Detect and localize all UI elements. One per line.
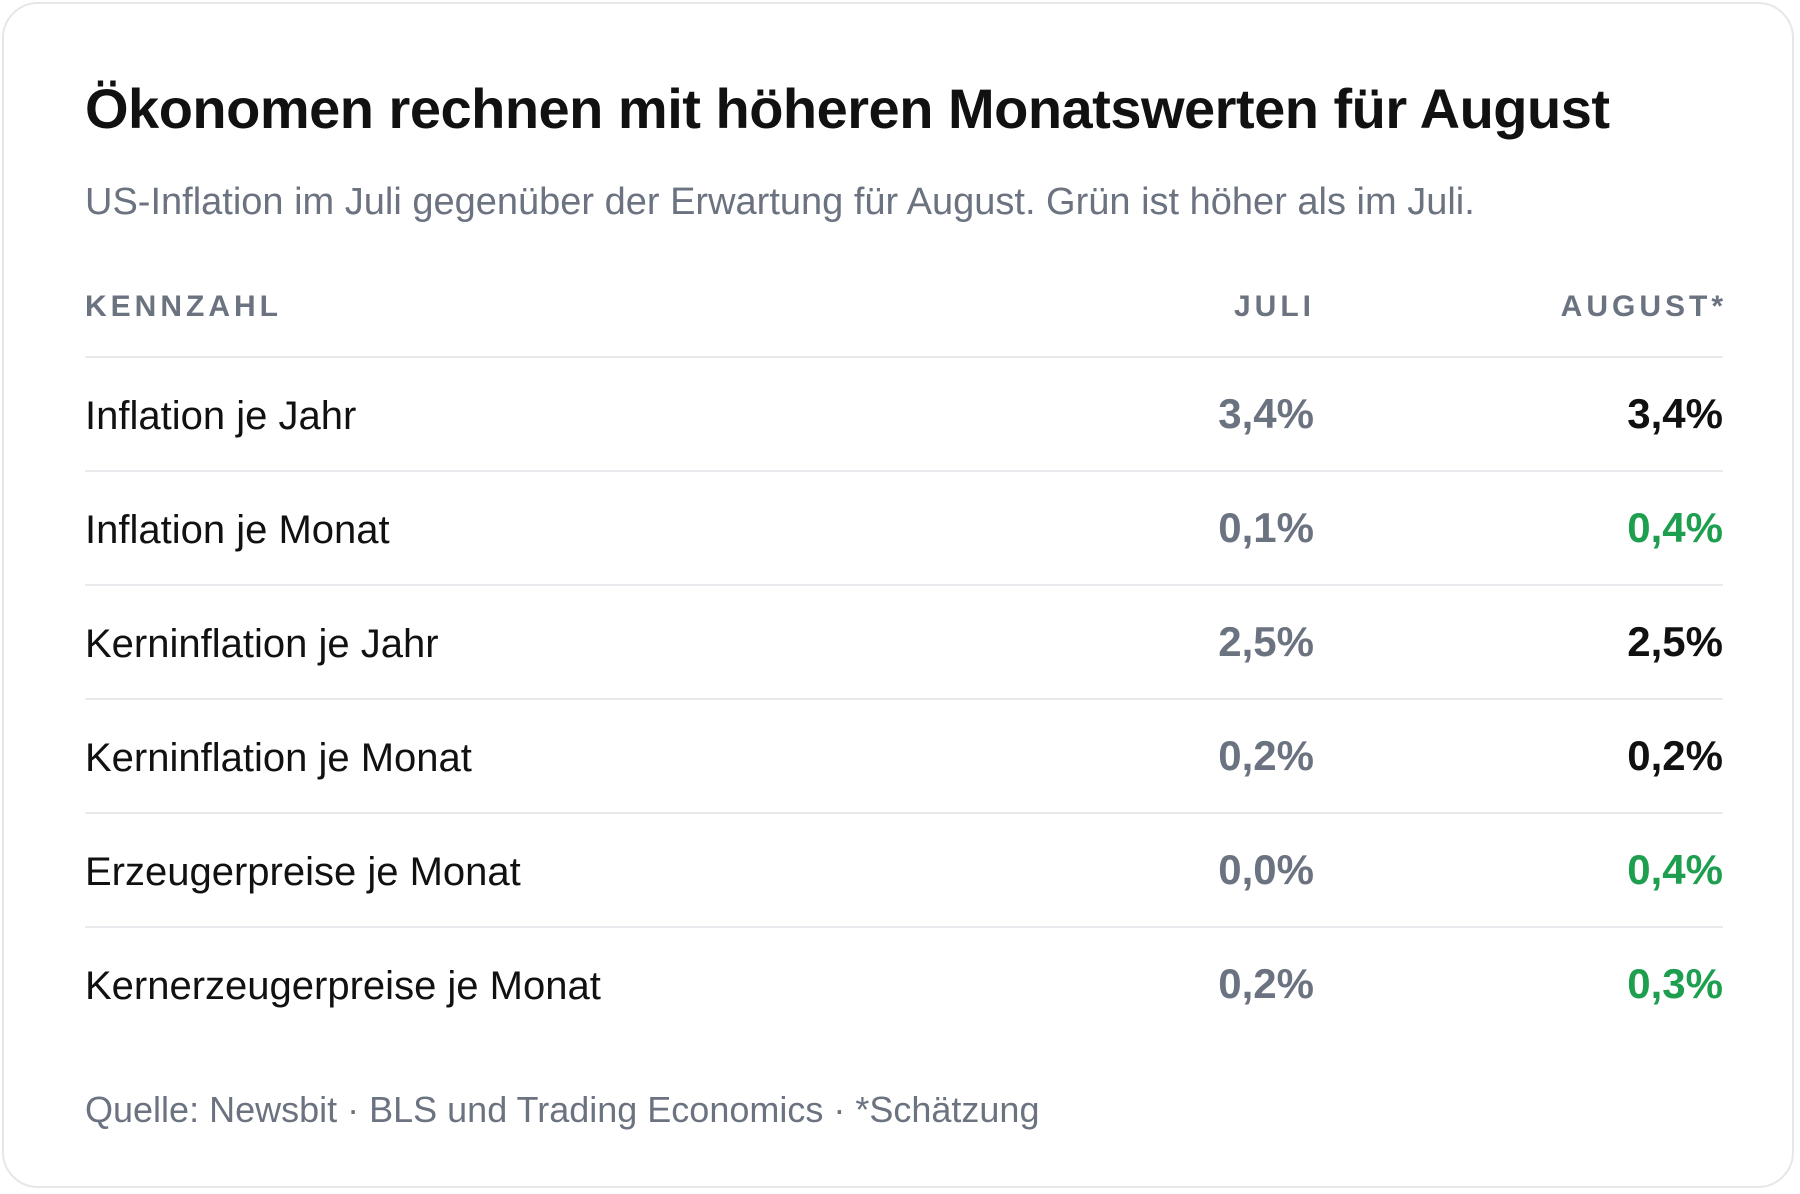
row-label: Erzeugerpreise je Monat bbox=[85, 850, 521, 894]
column-header-kennzahl: KENNZAHL bbox=[85, 290, 282, 323]
row-label: Kerninflation je Monat bbox=[85, 736, 472, 780]
column-header-juli: JULI bbox=[1233, 290, 1315, 323]
august-value: 0,3% bbox=[1627, 960, 1723, 1007]
data-table: KENNZAHL JULI AUGUST* Inflation je Jahr 3… bbox=[85, 266, 1723, 1040]
august-value: 2,5% bbox=[1627, 618, 1723, 665]
source-note: Quelle: Newsbit · BLS und Trading Econom… bbox=[85, 1089, 1040, 1130]
row-label: Kernerzeugerpreise je Monat bbox=[85, 964, 601, 1008]
august-value: 0,4% bbox=[1627, 846, 1723, 893]
august-value: 3,4% bbox=[1627, 390, 1723, 437]
august-value: 0,2% bbox=[1627, 732, 1723, 779]
table-row: Kernerzeugerpreise je Monat 0,2% 0,3% bbox=[85, 928, 1723, 1040]
column-header-august: AUGUST* bbox=[1560, 290, 1727, 323]
table-body: Inflation je Jahr 3,4% 3,4% Inflation je Mo… bbox=[85, 358, 1723, 1040]
table-row: Inflation je Jahr 3,4% 3,4% bbox=[85, 358, 1723, 472]
row-label: Kerninflation je Jahr bbox=[85, 622, 439, 666]
july-value: 0,2% bbox=[1218, 960, 1314, 1007]
table-row: Erzeugerpreise je Monat 0,0% 0,4% bbox=[85, 814, 1723, 928]
table-header: KENNZAHL JULI AUGUST* bbox=[85, 266, 1723, 358]
table-row: Kerninflation je Jahr 2,5% 2,5% bbox=[85, 586, 1723, 700]
july-value: 0,2% bbox=[1218, 732, 1314, 779]
chart-title: Ökonomen rechnen mit höheren Monatswerte… bbox=[85, 77, 1610, 140]
july-value: 2,5% bbox=[1218, 618, 1314, 665]
row-label: Inflation je Monat bbox=[85, 508, 390, 552]
table-row: Kerninflation je Monat 0,2% 0,2% bbox=[85, 700, 1723, 814]
july-value: 0,0% bbox=[1218, 846, 1314, 893]
july-value: 3,4% bbox=[1218, 390, 1314, 437]
row-label: Inflation je Jahr bbox=[85, 394, 357, 438]
table-row: Inflation je Monat 0,1% 0,4% bbox=[85, 472, 1723, 586]
august-value: 0,4% bbox=[1627, 504, 1723, 551]
chart-subtitle: US-Inflation im Juli gegenüber der Erwar… bbox=[85, 181, 1475, 223]
july-value: 0,1% bbox=[1218, 504, 1314, 551]
